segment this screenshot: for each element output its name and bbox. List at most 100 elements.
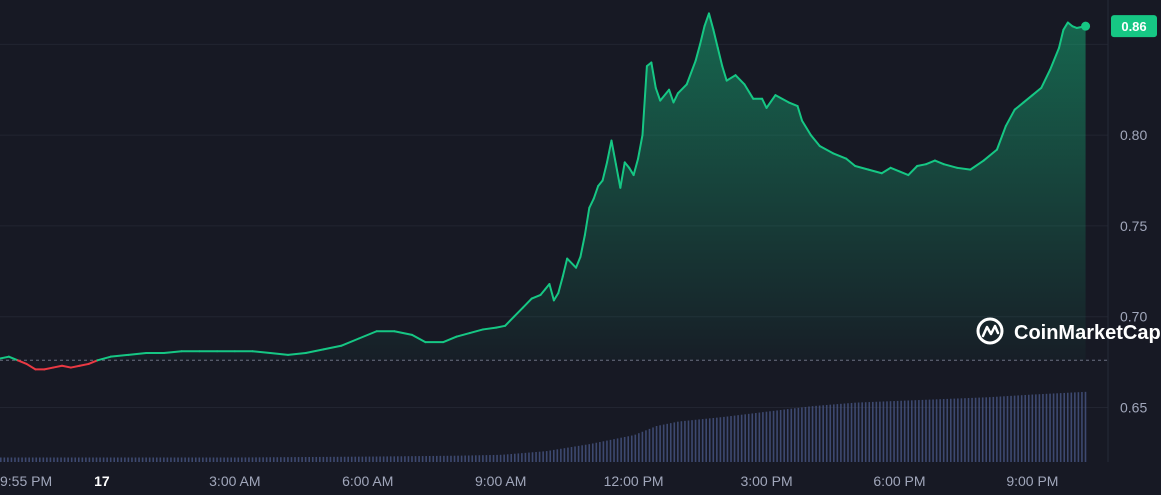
volume-bar [964, 398, 966, 462]
price-line-segment [530, 293, 542, 300]
price-line-segment [162, 350, 183, 355]
volume-bar [99, 457, 101, 462]
volume-bar [804, 406, 807, 462]
volume-bar [191, 457, 194, 462]
volume-bar [1024, 394, 1027, 462]
price-line-segment [716, 46, 724, 68]
price-line-segment [672, 92, 679, 104]
volume-bar [354, 456, 357, 462]
volume-bars [0, 391, 1087, 462]
volume-bar [949, 398, 952, 462]
volume-bar [21, 457, 23, 462]
volume-bar [524, 452, 527, 462]
volume-bar [372, 456, 374, 462]
volume-bar [1003, 396, 1005, 462]
volume-bar [88, 457, 91, 462]
y-axis-ticks: 0.65 0.70 0.75 0.80 [1120, 127, 1147, 415]
price-line-segment [588, 197, 595, 209]
volume-bar [538, 451, 541, 462]
volume-bar [751, 413, 754, 462]
volume-bar [10, 457, 13, 462]
volume-bar [521, 453, 523, 462]
volume-bar [152, 457, 155, 462]
volume-bar [1052, 393, 1055, 462]
volume-bar [801, 407, 803, 462]
volume-bar [17, 457, 20, 462]
volume-bar [1077, 392, 1080, 462]
volume-bar [400, 456, 403, 462]
volume-bar [818, 405, 821, 462]
volume-bar [265, 457, 268, 462]
volume-bar [691, 420, 693, 462]
volume-bar [1027, 394, 1030, 462]
price-line-segment [703, 12, 710, 28]
volume-bar [677, 421, 679, 462]
price-line-segment [579, 234, 586, 258]
volume-bar [102, 457, 105, 462]
volume-bar [840, 403, 842, 462]
volume-bar [783, 409, 785, 462]
last-price-label: 0.86 [1121, 19, 1146, 34]
price-line-segment [61, 364, 72, 369]
volume-bar [850, 402, 853, 462]
volume-bar [900, 400, 902, 462]
volume-bar [116, 457, 119, 462]
price-line-segment [614, 163, 622, 189]
volume-bar [645, 430, 647, 462]
volume-bar [737, 415, 739, 462]
volume-bar [464, 455, 466, 462]
volume-bar [67, 457, 69, 462]
price-line-segment [552, 292, 560, 302]
volume-bar [528, 452, 530, 462]
price-line-segment [942, 163, 959, 169]
volume-bar [173, 457, 176, 462]
price-line-segment [765, 94, 777, 109]
volume-bar [386, 456, 388, 462]
volume-bar [889, 401, 892, 462]
volume-bar [503, 454, 505, 462]
price-line-segment [1062, 21, 1069, 31]
volume-bar [202, 457, 204, 462]
volume-bar [1017, 395, 1019, 462]
volume-bar [95, 457, 98, 462]
price-line-segment [575, 255, 582, 269]
volume-bar [1070, 392, 1073, 462]
price-line-segment [0, 355, 10, 360]
volume-bar [1035, 394, 1037, 462]
price-line-segment [78, 362, 90, 367]
volume-bar [765, 411, 768, 462]
volume-bar [942, 399, 945, 462]
volume-bar [159, 457, 162, 462]
volume-bar [669, 423, 672, 462]
volume-bar [120, 457, 123, 462]
volume-bar [758, 412, 761, 462]
volume-bar [563, 448, 566, 462]
coinmarketcap-logo-icon [976, 317, 1004, 345]
volume-bar [450, 455, 452, 462]
price-line-segment [43, 366, 55, 371]
volume-bar [223, 457, 225, 462]
volume-bar [623, 436, 626, 462]
price-line-segment [694, 43, 702, 62]
price-line-segment [481, 326, 498, 331]
price-line-segment [721, 65, 728, 82]
price-line-segment [1031, 86, 1043, 97]
y-tick-label: 0.80 [1120, 127, 1147, 143]
volume-bar [935, 399, 938, 462]
volume-bar [595, 442, 598, 462]
volume-bar [971, 397, 973, 462]
volume-bar [857, 402, 860, 462]
price-line-segment [982, 148, 998, 162]
volume-bar [978, 397, 980, 462]
volume-bar [981, 397, 984, 462]
volume-bar [896, 400, 899, 462]
volume-bar [815, 405, 817, 462]
volume-bar [216, 457, 218, 462]
x-tick-label: 9:00 AM [475, 473, 526, 489]
price-line-segment [357, 330, 378, 340]
x-tick-label: 17 [94, 473, 110, 489]
volume-bar [436, 455, 438, 462]
volume-bar [627, 436, 630, 462]
